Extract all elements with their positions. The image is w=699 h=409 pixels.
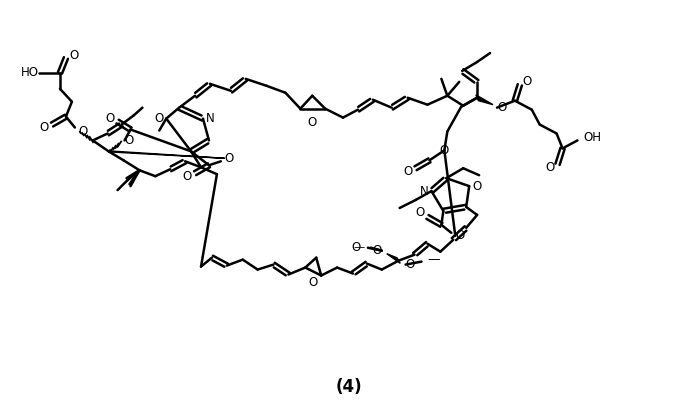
Text: O: O — [225, 152, 234, 165]
Text: O: O — [79, 125, 88, 138]
Polygon shape — [108, 151, 225, 158]
Text: O: O — [40, 121, 49, 134]
Text: O: O — [106, 112, 115, 125]
Text: O: O — [497, 101, 506, 114]
Polygon shape — [476, 95, 493, 105]
Text: O: O — [472, 180, 482, 193]
Text: —: — — [354, 242, 365, 252]
Text: O: O — [523, 75, 532, 88]
Text: OH: OH — [584, 131, 601, 144]
Text: O: O — [405, 258, 415, 271]
Text: (4): (4) — [336, 378, 362, 396]
Text: O: O — [373, 244, 382, 257]
Text: HO: HO — [21, 66, 39, 79]
Text: O: O — [440, 144, 449, 157]
Text: O: O — [352, 241, 361, 254]
Text: O: O — [154, 112, 164, 125]
Text: O: O — [415, 207, 424, 220]
Text: N: N — [419, 184, 428, 198]
Text: —: — — [428, 253, 440, 266]
Text: O: O — [183, 170, 192, 183]
Text: O: O — [455, 229, 465, 242]
Text: O: O — [308, 116, 317, 129]
Text: O: O — [545, 161, 554, 174]
Text: O: O — [69, 49, 78, 61]
Text: O: O — [309, 276, 318, 289]
Text: N: N — [206, 112, 215, 125]
Polygon shape — [387, 254, 401, 263]
Text: O: O — [124, 134, 134, 147]
Text: O: O — [403, 165, 412, 178]
